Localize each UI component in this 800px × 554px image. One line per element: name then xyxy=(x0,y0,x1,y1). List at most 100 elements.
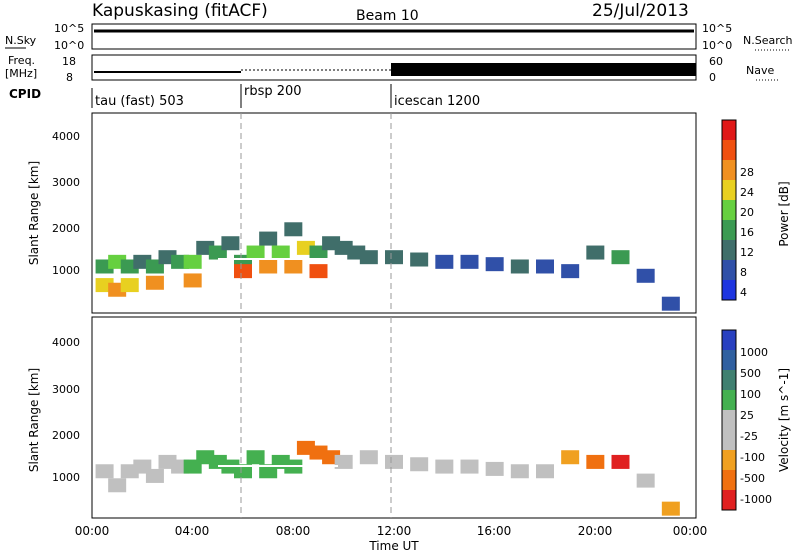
heatmap-cell xyxy=(145,275,164,290)
velocity-cb-tick-m25: -25 xyxy=(740,430,758,443)
heatmap-cell xyxy=(271,245,290,260)
velocity-ytick-1000: 1000 xyxy=(52,471,80,484)
heatmap-cell xyxy=(259,231,278,246)
colorbar-swatch xyxy=(722,220,736,241)
velocity-cb-tick-m500: -500 xyxy=(740,472,765,485)
heatmap-cell xyxy=(334,454,353,469)
freq-right-tick-top: 60 xyxy=(709,55,723,68)
power-ytick-4000: 4000 xyxy=(52,130,80,143)
heatmap-cell xyxy=(586,454,605,469)
heatmap-cell xyxy=(120,278,139,293)
power-cb-tick-8: 8 xyxy=(740,266,747,279)
colorbar-swatch xyxy=(722,330,736,351)
cpid-segment-1: tau (fast) 503 xyxy=(95,94,184,109)
velocity-ytick-2000: 2000 xyxy=(52,429,80,442)
colorbar-swatch xyxy=(722,260,736,281)
heatmap-cell xyxy=(183,254,202,269)
heatmap-cell xyxy=(359,250,378,265)
x-axis-label: Time UT xyxy=(368,539,419,553)
noise-right-tick-bottom: 10^0 xyxy=(702,39,732,52)
heatmap-cell xyxy=(661,501,680,516)
heatmap-cell xyxy=(636,473,655,488)
heatmap-cell xyxy=(284,259,303,274)
velocity-cb-tick-25: 25 xyxy=(740,409,754,422)
heatmap-cell xyxy=(636,268,655,283)
velocity-panel: 4000 3000 2000 1000 Slant Range [km] 100… xyxy=(27,316,791,519)
noise-right-label: N.Search xyxy=(743,34,793,47)
colorbar-swatch xyxy=(722,280,736,301)
heatmap-cell xyxy=(385,454,403,469)
noise-panel: N.Sky 10^5 10^0 10^5 10^0 N.Search xyxy=(5,22,793,52)
cpid-segment-3: icescan 1200 xyxy=(394,94,480,109)
x-tick-0400: 04:00 xyxy=(175,524,210,538)
heatmap-cell xyxy=(536,464,554,479)
heatmap-cell xyxy=(359,450,378,465)
velocity-ytick-3000: 3000 xyxy=(52,383,80,396)
noise-left-label: N.Sky xyxy=(5,34,37,47)
heatmap-cell xyxy=(435,254,454,269)
power-cb-tick-20: 20 xyxy=(740,206,754,219)
power-ytick-3000: 3000 xyxy=(52,176,80,189)
heatmap-cell xyxy=(234,264,252,279)
colorbar-frame xyxy=(721,329,737,511)
freq-trace-block xyxy=(391,63,696,76)
heatmap-cell xyxy=(284,222,303,237)
x-tick-0800: 08:00 xyxy=(276,524,311,538)
heatmap-cell xyxy=(611,250,630,265)
freq-left-label-1: Freq. xyxy=(8,54,35,67)
heatmap-cell xyxy=(95,464,114,479)
heatmap-cell xyxy=(259,259,278,274)
velocity-frame xyxy=(91,316,697,519)
colorbar-frame xyxy=(721,119,737,301)
colorbar-swatch xyxy=(722,430,736,451)
velocity-colorbar-label: Velocity [m s^-1] xyxy=(777,368,791,472)
noise-left-tick-top: 10^5 xyxy=(54,22,84,35)
heatmap-cell xyxy=(536,259,554,274)
colorbar-swatch xyxy=(722,180,736,201)
x-axis: 00:00 04:00 08:00 12:00 16:00 20:00 00:0… xyxy=(75,524,708,553)
power-ytick-1000: 1000 xyxy=(52,264,80,277)
noise-frame xyxy=(91,23,697,50)
colorbar-swatch xyxy=(722,450,736,471)
power-cb-tick-16: 16 xyxy=(740,226,754,239)
heatmap-cell xyxy=(561,450,580,465)
heatmap-cell xyxy=(661,296,680,311)
heatmap-cell xyxy=(485,461,504,476)
heatmap-cell xyxy=(221,236,240,251)
x-tick-1200: 12:00 xyxy=(377,524,412,538)
heatmap-cell xyxy=(611,454,630,469)
cpid-segment-2: rbsp 200 xyxy=(244,84,302,99)
colorbar-swatch xyxy=(722,390,736,411)
colorbar-swatch xyxy=(722,200,736,221)
cpid-label: CPID xyxy=(9,87,41,101)
date-label: 25/Jul/2013 xyxy=(592,1,689,21)
colorbar-swatch xyxy=(722,120,736,141)
colorbar-swatch xyxy=(722,470,736,491)
x-tick-1600: 16:00 xyxy=(477,524,512,538)
velocity-ylabel: Slant Range [km] xyxy=(27,368,41,472)
freq-right-label: Nave xyxy=(746,64,774,77)
power-ylabel: Slant Range [km] xyxy=(27,161,41,265)
velocity-cb-tick-100: 100 xyxy=(740,388,761,401)
cpid-row: CPID tau (fast) 503 rbsp 200 icescan 120… xyxy=(9,84,480,109)
heatmap-cell xyxy=(460,459,479,474)
station-title: Kapuskasing (fitACF) xyxy=(92,1,268,21)
freq-right-tick-bottom: 0 xyxy=(709,71,716,84)
power-cb-tick-4: 4 xyxy=(740,286,747,299)
x-tick-0000: 00:00 xyxy=(75,524,110,538)
colorbar-swatch xyxy=(722,410,736,431)
heatmap-cell xyxy=(309,264,328,279)
power-colorbar xyxy=(721,119,737,301)
velocity-cb-tick-500: 500 xyxy=(740,367,761,380)
velocity-cb-tick-m1000: -1000 xyxy=(740,493,772,506)
x-tick-2400: 00:00 xyxy=(673,524,708,538)
colorbar-swatch xyxy=(722,370,736,391)
heatmap-cell xyxy=(108,478,127,493)
velocity-ytick-4000: 4000 xyxy=(52,336,80,349)
x-tick-2000: 20:00 xyxy=(578,524,613,538)
beam-label: Beam 10 xyxy=(356,8,419,24)
colorbar-swatch xyxy=(722,350,736,371)
velocity-cells xyxy=(95,440,680,516)
heatmap-cell xyxy=(385,250,403,265)
freq-left-label-2: [MHz] xyxy=(5,67,37,80)
